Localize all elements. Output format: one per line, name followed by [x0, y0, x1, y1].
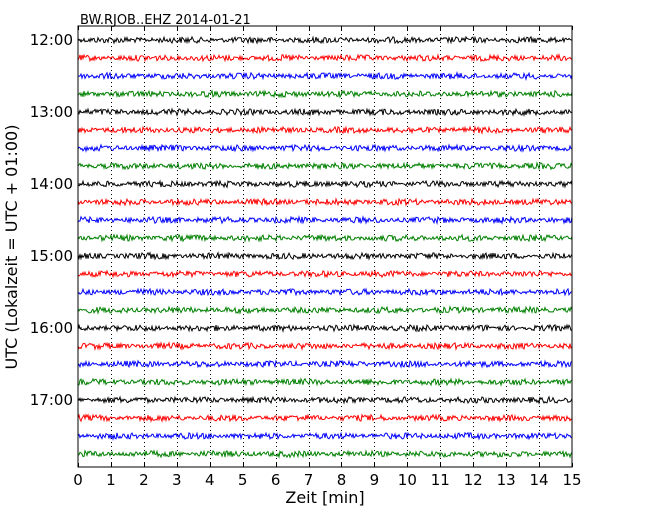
x-tick-label: 0 — [73, 471, 83, 489]
vertical-gridlines — [111, 26, 540, 467]
y-tick-label: 13:00 — [30, 103, 73, 121]
trace-1645 — [77, 377, 573, 387]
x-tick-label: 8 — [337, 471, 347, 489]
trace-1230 — [77, 70, 573, 81]
y-axis-ticks: 12:00 13:00 14:00 15:00 16:00 17:00 — [30, 31, 82, 409]
x-tick-label: 1 — [106, 471, 116, 489]
trace-1400 — [77, 179, 573, 189]
y-tick-label: 16:00 — [30, 319, 73, 337]
x-tick-label: 5 — [238, 471, 248, 489]
x-tick-label: 15 — [562, 471, 581, 489]
trace-1215 — [77, 53, 573, 63]
trace-layer — [77, 35, 573, 459]
trace-1430 — [77, 215, 573, 226]
x-tick-label: 14 — [530, 471, 549, 489]
trace-1245 — [77, 89, 573, 99]
x-tick-label: 7 — [304, 471, 314, 489]
x-tick-label: 6 — [271, 471, 281, 489]
trace-1715 — [77, 413, 573, 424]
x-tick-label: 3 — [172, 471, 182, 489]
x-axis-ticks: 0 1 2 3 4 5 6 7 8 9 10 11 12 13 14 15 — [73, 26, 582, 489]
y-tick-label: 14:00 — [30, 175, 73, 193]
trace-1300 — [77, 107, 573, 117]
trace-1345 — [77, 161, 573, 171]
x-tick-label: 4 — [205, 471, 215, 489]
trace-1545 — [77, 305, 573, 315]
x-tick-label: 2 — [139, 471, 149, 489]
trace-1600 — [77, 323, 573, 333]
y-tick-label: 15:00 — [30, 247, 73, 265]
trace-1745 — [77, 449, 573, 459]
x-tick-label: 9 — [370, 471, 380, 489]
trace-1615 — [77, 341, 573, 351]
x-tick-label: 10 — [398, 471, 417, 489]
chart-title: BW.RJOB..EHZ 2014-01-21 — [80, 13, 251, 28]
trace-1630 — [77, 359, 573, 369]
trace-1200 — [77, 35, 573, 45]
trace-1445 — [77, 233, 573, 243]
trace-1315 — [77, 125, 573, 135]
trace-1415 — [77, 197, 573, 207]
y-tick-label: 12:00 — [30, 31, 73, 49]
x-axis-label: Zeit [min] — [285, 488, 364, 507]
trace-1500 — [77, 251, 573, 261]
trace-1330 — [77, 143, 573, 153]
x-tick-label: 11 — [431, 471, 450, 489]
x-tick-label: 13 — [497, 471, 516, 489]
trace-1530 — [77, 287, 573, 297]
y-tick-label: 17:00 — [30, 391, 73, 409]
trace-1700 — [77, 395, 573, 405]
x-tick-label: 12 — [464, 471, 483, 489]
y-axis-label: UTC (Lokalzeit = UTC + 01:00) — [2, 125, 21, 370]
trace-1730 — [77, 431, 573, 441]
plot-frame — [77, 25, 573, 468]
trace-1515 — [77, 269, 573, 279]
